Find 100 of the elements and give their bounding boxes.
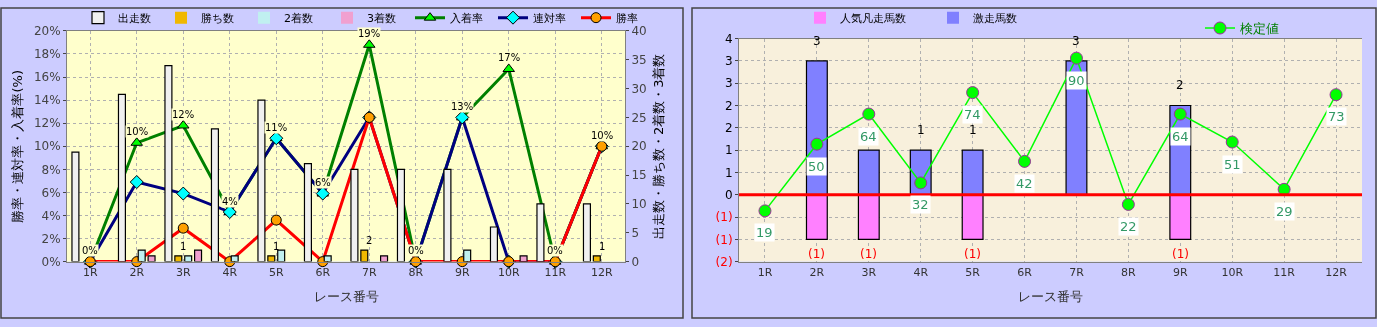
data-label: 10% [591,130,614,141]
data-label: 73 [1328,109,1345,124]
data-label: 51 [1224,157,1241,172]
legend-label: 入着率 [450,11,483,25]
y-tick-label: (2) [715,254,733,269]
legend-label: 勝率 [616,11,638,25]
data-label: 6% [315,177,331,188]
data-label: 11% [265,122,288,133]
y2-tick-label: 10 [631,197,647,212]
y-tick-label: 4 [724,31,733,46]
legend-label: 3着数 [367,11,396,25]
data-label: 32 [912,197,929,212]
y-tick-label: 0 [724,187,733,202]
y2-tick-label: 5 [631,225,640,240]
y-tick-label: 12% [33,116,61,131]
x-tick-label: 11R [1273,265,1296,279]
data-label: 10% [126,126,149,137]
y-tick-label: 6% [41,185,61,200]
data-label: 13% [451,101,474,112]
x-tick-label: 5R [268,265,284,279]
x-tick-label: 7R [361,265,377,279]
data-label: 1 [917,123,925,137]
y-tick-label: 4% [41,208,61,223]
data-label: 17% [498,52,521,63]
data-label: 3 [1072,34,1080,48]
data-label: 1 [273,241,280,252]
y2-axis-title: 出走数・勝ち数・2着数・3着数 [651,53,667,240]
data-label: (1) [964,247,981,261]
data-label: 3 [813,34,821,48]
x-tick-label: 4R [222,265,238,279]
data-label: 0% [547,245,563,256]
y-tick-label: 1 [724,143,733,158]
y-tick-label: 2% [41,231,61,246]
data-label: (1) [860,247,877,261]
y-tick-label: 1 [724,165,733,180]
y-tick-label: (1) [715,210,733,225]
data-label: 0% [408,245,424,256]
y2-tick-label: 30 [631,81,647,96]
legend-label: 激走馬数 [973,11,1017,25]
legend-label: 連対率 [533,11,566,25]
data-label: 64 [1172,129,1189,144]
x-tick-label: 7R [1069,265,1085,279]
y-tick-label: (1) [715,232,733,247]
y-tick-label: 10% [33,139,61,154]
y-tick-label: 20% [33,24,61,39]
x-axis-title: レース番号 [313,289,379,305]
x-tick-label: 10R [1221,265,1244,279]
data-label: (1) [808,247,825,261]
y-tick-label: 0% [41,254,61,269]
y-tick-label: 8% [41,162,61,177]
y2-tick-label: 40 [631,24,647,39]
x-tick-label: 4R [913,265,929,279]
data-label: 12% [172,109,195,120]
y2-tick-label: 25 [631,110,647,125]
legend-label: 出走数 [118,11,151,25]
y-tick-label: 18% [33,47,61,62]
y2-tick-label: 35 [631,52,647,67]
x-tick-label: 2R [129,265,145,279]
data-label: 19 [756,225,773,240]
x-tick-label: 2R [809,265,825,279]
x-tick-label: 8R [408,265,424,279]
x-tick-label: 5R [965,265,981,279]
data-label: 90 [1068,73,1085,88]
x-tick-label: 3R [861,265,877,279]
data-label: 74 [964,107,981,122]
data-label: (1) [1172,247,1189,261]
y-tick-label: 3 [724,54,733,69]
x-tick-label: 8R [1121,265,1137,279]
data-label: 29 [1276,204,1293,219]
legend-label: 2着数 [284,11,313,25]
x-tick-label: 3R [175,265,191,279]
data-label: 50 [808,159,825,174]
data-label: 4% [222,196,238,207]
x-tick-label: 9R [454,265,470,279]
legend-label: 人気凡走馬数 [840,11,906,25]
y-axis-title: 勝率・連対率・入着率(%) [9,70,25,223]
legend-label: 勝ち数 [201,11,234,25]
data-label: 19% [358,28,381,39]
y2-tick-label: 0 [631,254,640,269]
y2-tick-label: 20 [631,139,647,154]
data-label: 0% [82,245,98,256]
y-tick-label: 16% [33,70,61,85]
y-tick-label: 3 [724,76,733,91]
x-tick-label: 10R [497,265,520,279]
x-axis-title: レース番号 [1018,289,1083,305]
data-label: 1 [180,241,187,252]
x-tick-label: 12R [590,265,613,279]
data-label: 64 [860,129,877,144]
data-label: 2 [1176,78,1184,92]
legend-label: 検定値 [1240,21,1279,37]
y-tick-label: 2 [724,121,733,135]
x-tick-label: 6R [315,265,331,279]
x-tick-label: 12R [1325,265,1348,279]
y2-tick-label: 15 [631,168,647,183]
data-label: 22 [1120,219,1137,234]
x-tick-label: 9R [1172,265,1188,279]
data-label: 2 [366,235,373,246]
x-tick-label: 11R [544,265,567,279]
x-tick-label: 1R [757,265,773,279]
x-tick-label: 1R [82,265,98,279]
